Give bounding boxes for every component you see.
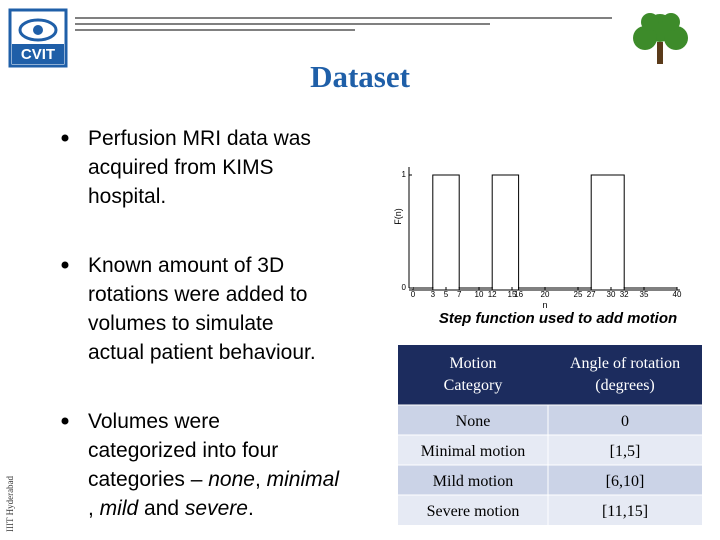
y-tick-label: 1 xyxy=(402,170,407,179)
bullet-dot xyxy=(61,261,69,269)
bullet-line: hospital. xyxy=(88,185,166,208)
x-tick-label: 20 xyxy=(541,290,550,299)
table: Motion Category Angle of rotation (degrees)… xyxy=(398,345,702,525)
bullet-segment: and xyxy=(138,497,185,520)
table-header-cell: Motion Category xyxy=(444,355,503,394)
x-tick-label: 32 xyxy=(620,290,629,299)
table-cell: Mild motion xyxy=(433,473,513,490)
bullet-segment: severe xyxy=(185,497,248,520)
side-text: IIIT Hyderabad xyxy=(5,475,15,532)
table-row-bg xyxy=(398,465,702,495)
table-cell: Severe motion xyxy=(427,503,520,520)
bullet-line: categorized into four xyxy=(88,439,278,462)
x-tick-label: 5 xyxy=(444,290,449,299)
table-row-bg xyxy=(398,435,702,465)
bullet-segment: minimal xyxy=(267,468,341,491)
table-cell: Minimal motion xyxy=(421,443,525,460)
x-tick-label: 7 xyxy=(457,290,462,299)
bullet-line: Known amount of 3D xyxy=(88,254,284,277)
logo-eye xyxy=(18,18,58,42)
table-header-cell: Angle of rotation (degrees) xyxy=(570,355,680,394)
table-row-bg xyxy=(398,495,702,525)
table-cell: [11,15] xyxy=(602,503,648,520)
table-row-bg xyxy=(398,405,702,435)
logo-band xyxy=(12,44,64,64)
bullet-line: rotations were added to xyxy=(88,283,307,306)
bullet-segment: none xyxy=(208,468,255,491)
bullet-line: actual patient behaviour. xyxy=(88,341,316,364)
bullet-line: categories – none, minimal xyxy=(88,468,340,491)
slide-title: Dataset xyxy=(310,59,411,94)
x-tick-label: 16 xyxy=(514,290,523,299)
y-tick-label: 0 xyxy=(402,283,407,292)
bullet-segment: categories – xyxy=(88,468,208,491)
bullet-segment: , xyxy=(255,468,267,491)
bullet-list: Perfusion MRI data was acquired from KIMS… xyxy=(61,127,340,520)
bullet-dot xyxy=(61,134,69,142)
table-cell: None xyxy=(456,413,491,430)
step-line xyxy=(413,174,677,289)
table-cell: [1,5] xyxy=(610,443,641,460)
bullet-segment: . xyxy=(248,497,254,520)
x-tick-label: 12 xyxy=(488,290,497,299)
x-tick-label: 3 xyxy=(431,290,436,299)
bullet-line: Volumes were xyxy=(88,410,220,433)
x-tick-label: 35 xyxy=(640,290,649,299)
x-tick-label: 27 xyxy=(587,290,596,299)
bullet-segment: mild xyxy=(100,497,140,520)
y-axis-label: F(n) xyxy=(393,208,403,225)
x-tick-label: 25 xyxy=(574,290,583,299)
x-tick-label: 0 xyxy=(411,290,416,299)
table-cell: 0 xyxy=(621,413,629,430)
logo-pupil xyxy=(33,25,43,35)
bullet-line: Perfusion MRI data was xyxy=(88,127,311,150)
x-tick-label: 30 xyxy=(607,290,616,299)
bullet-line: volumes to simulate xyxy=(88,312,274,335)
logo-text: CVIT xyxy=(21,46,55,63)
chart-caption: Step function used to add motion xyxy=(439,310,677,327)
x-tick-label: 10 xyxy=(475,290,484,299)
bullet-dot xyxy=(61,417,69,425)
bullet-line: , mild and severe. xyxy=(88,497,254,520)
x-tick-label: 40 xyxy=(673,290,682,299)
table-cell: [6,10] xyxy=(606,473,645,490)
bullet-segment: , xyxy=(88,497,100,520)
table-header-bg xyxy=(398,345,702,405)
x-tick-label: 15 xyxy=(508,290,517,299)
x-axis-label: n xyxy=(542,300,547,310)
bullet-line: acquired from KIMS xyxy=(88,156,274,179)
tree-logo xyxy=(633,13,688,64)
